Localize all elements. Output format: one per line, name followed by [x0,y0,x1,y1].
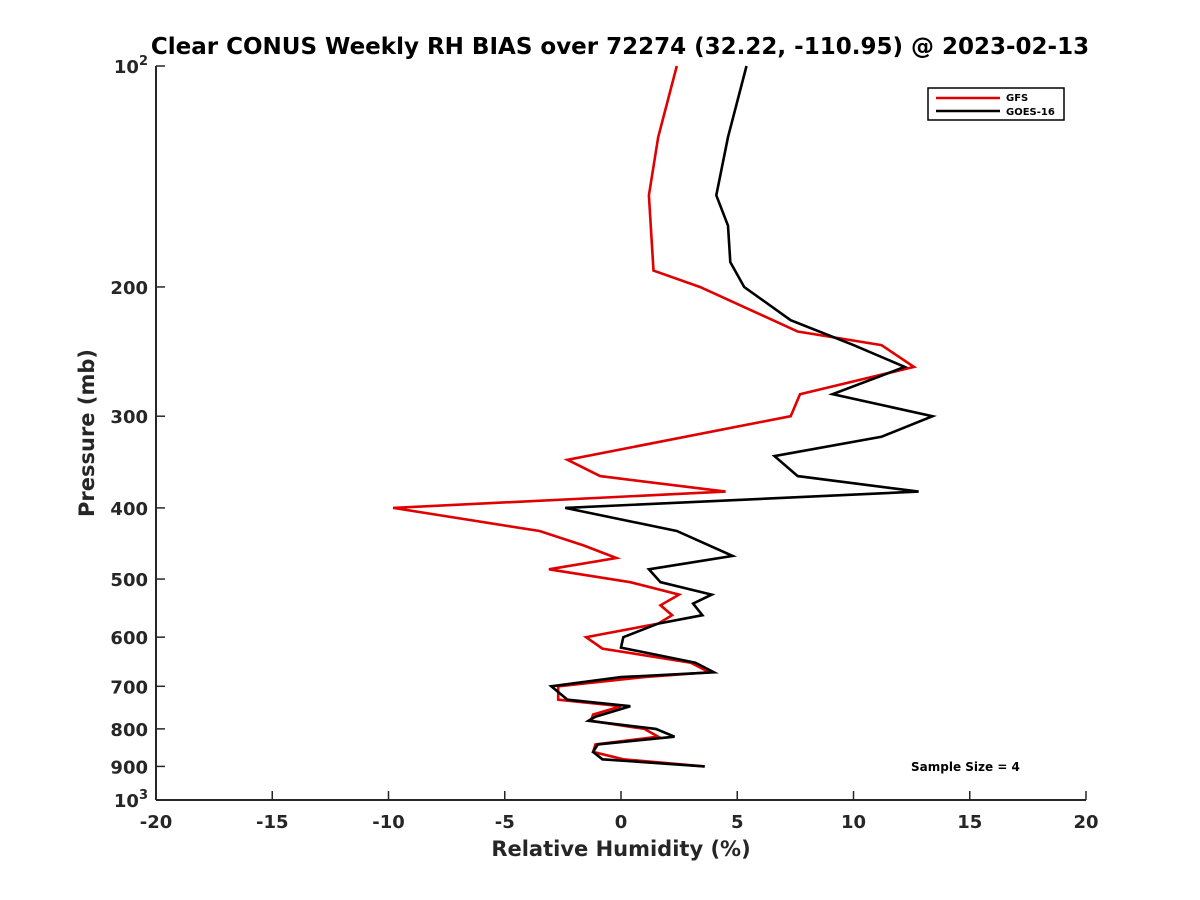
x-ticks: -20 -15 -10 -5 0 5 10 15 20 [140,791,1099,833]
y-tick-label: 900 [110,757,148,778]
y-tick-label: 600 [110,628,148,649]
x-tick-label: -20 [140,812,173,833]
plot-lines [392,65,937,768]
series-line-gfs [392,65,918,768]
legend-entry-gfs: GFS [1006,93,1028,104]
y-tick-label: 200 [110,278,148,299]
y-ticks: 102 200 300 400 500 600 700 800 900 103 [110,54,165,812]
legend-box [927,87,1065,121]
x-tick-label: 10 [841,812,866,833]
x-tick-label: 15 [957,812,982,833]
legend: GFS GOES-16 [927,87,1065,121]
x-tick-label: 20 [1073,812,1098,833]
x-tick-label: -5 [495,812,515,833]
y-tick-label: 800 [110,720,148,741]
y-tick-label: 500 [110,570,148,591]
x-tick-label: 5 [731,812,744,833]
chart-title: Clear CONUS Weekly RH BIAS over 72274 (3… [151,34,1089,60]
y-tick-label: 400 [110,499,148,520]
x-tick-label: 0 [615,812,628,833]
y-tick-label: 700 [110,677,148,698]
y-tick-label: 300 [110,407,148,428]
x-tick-label: -10 [372,812,405,833]
sample-size-annotation: Sample Size = 4 [911,760,1020,774]
x-axis-label: Relative Humidity (%) [491,837,750,861]
series-line-goes16 [548,65,937,768]
y-tick-label: 103 [114,788,148,812]
x-tick-label: -15 [256,812,289,833]
y-axis-label: Pressure (mb) [75,349,99,517]
y-tick-label: 102 [114,54,148,78]
legend-entry-goes16: GOES-16 [1006,107,1055,118]
